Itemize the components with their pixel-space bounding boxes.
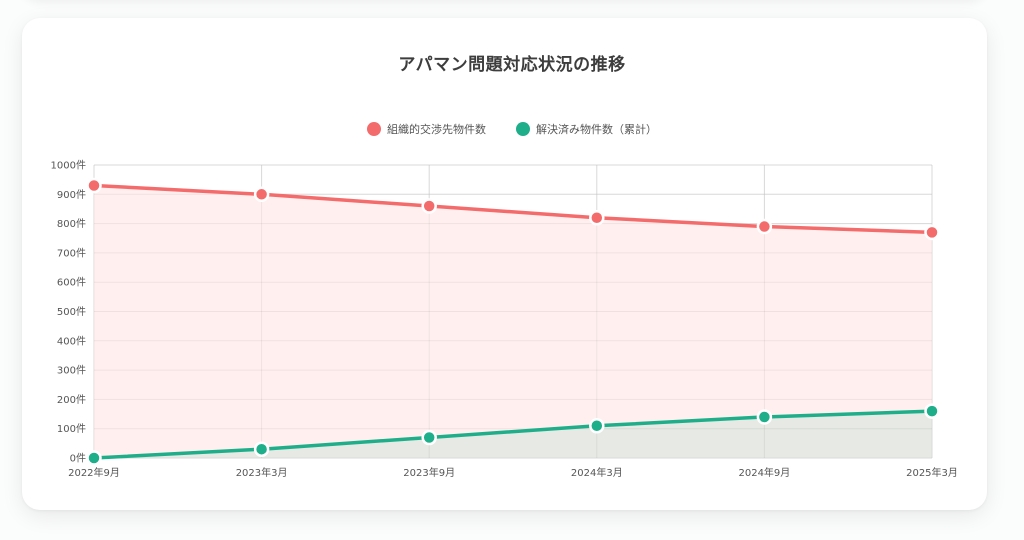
legend-item-negotiation[interactable]: 組織的交渉先物件数	[367, 121, 486, 137]
series-line-0	[92, 183, 934, 235]
data-point-series-0	[253, 186, 270, 203]
data-point-series-1	[756, 409, 773, 425]
y-tick-label: 200件	[57, 394, 86, 406]
y-tick-label: 500件	[57, 306, 86, 318]
chart-title: アパマン問題対応状況の推移	[398, 55, 626, 75]
data-point-series-1	[421, 429, 437, 446]
series-area-0	[94, 185, 932, 458]
y-tick-label: 400件	[57, 335, 86, 347]
y-tick-label: 600件	[57, 277, 86, 289]
y-tick-label: 800件	[57, 218, 86, 230]
legend-item-resolved[interactable]: 解決済み物件数（累計）	[516, 121, 657, 137]
x-tick-label: 2023年9月	[403, 466, 455, 479]
data-point-series-0	[589, 209, 605, 226]
legend-label-resolved: 解決済み物件数（累計）	[536, 123, 657, 136]
x-tick-label: 2024年3月	[571, 466, 623, 479]
y-tick-label: 700件	[57, 247, 86, 259]
x-tick-label: 2024年9月	[738, 466, 790, 479]
data-point-series-0	[86, 177, 102, 194]
data-point-series-1	[86, 450, 102, 466]
data-point-series-0	[924, 224, 940, 241]
y-tick-label: 0件	[70, 453, 86, 465]
data-point-series-1	[924, 403, 940, 419]
data-point-series-1	[589, 418, 605, 434]
chart-legend: 組織的交渉先物件数 解決済み物件数（累計）	[0, 121, 1024, 137]
legend-swatch-resolved	[516, 122, 530, 136]
y-tick-label: 300件	[57, 365, 86, 377]
legend-label-negotiation: 組織的交渉先物件数	[387, 123, 486, 136]
data-point-series-0	[756, 218, 773, 235]
data-point-series-1	[253, 441, 270, 457]
x-tick-label: 2022年9月	[68, 466, 120, 479]
legend-swatch-negotiation	[367, 122, 381, 136]
data-point-series-0	[421, 198, 437, 214]
x-tick-label: 2025年3月	[906, 466, 958, 479]
x-tick-label: 2023年3月	[236, 466, 288, 479]
series-line-1	[92, 409, 934, 460]
y-tick-label: 100件	[57, 423, 86, 435]
y-tick-label: 900件	[57, 189, 86, 201]
y-tick-label: 1000件	[51, 160, 86, 172]
